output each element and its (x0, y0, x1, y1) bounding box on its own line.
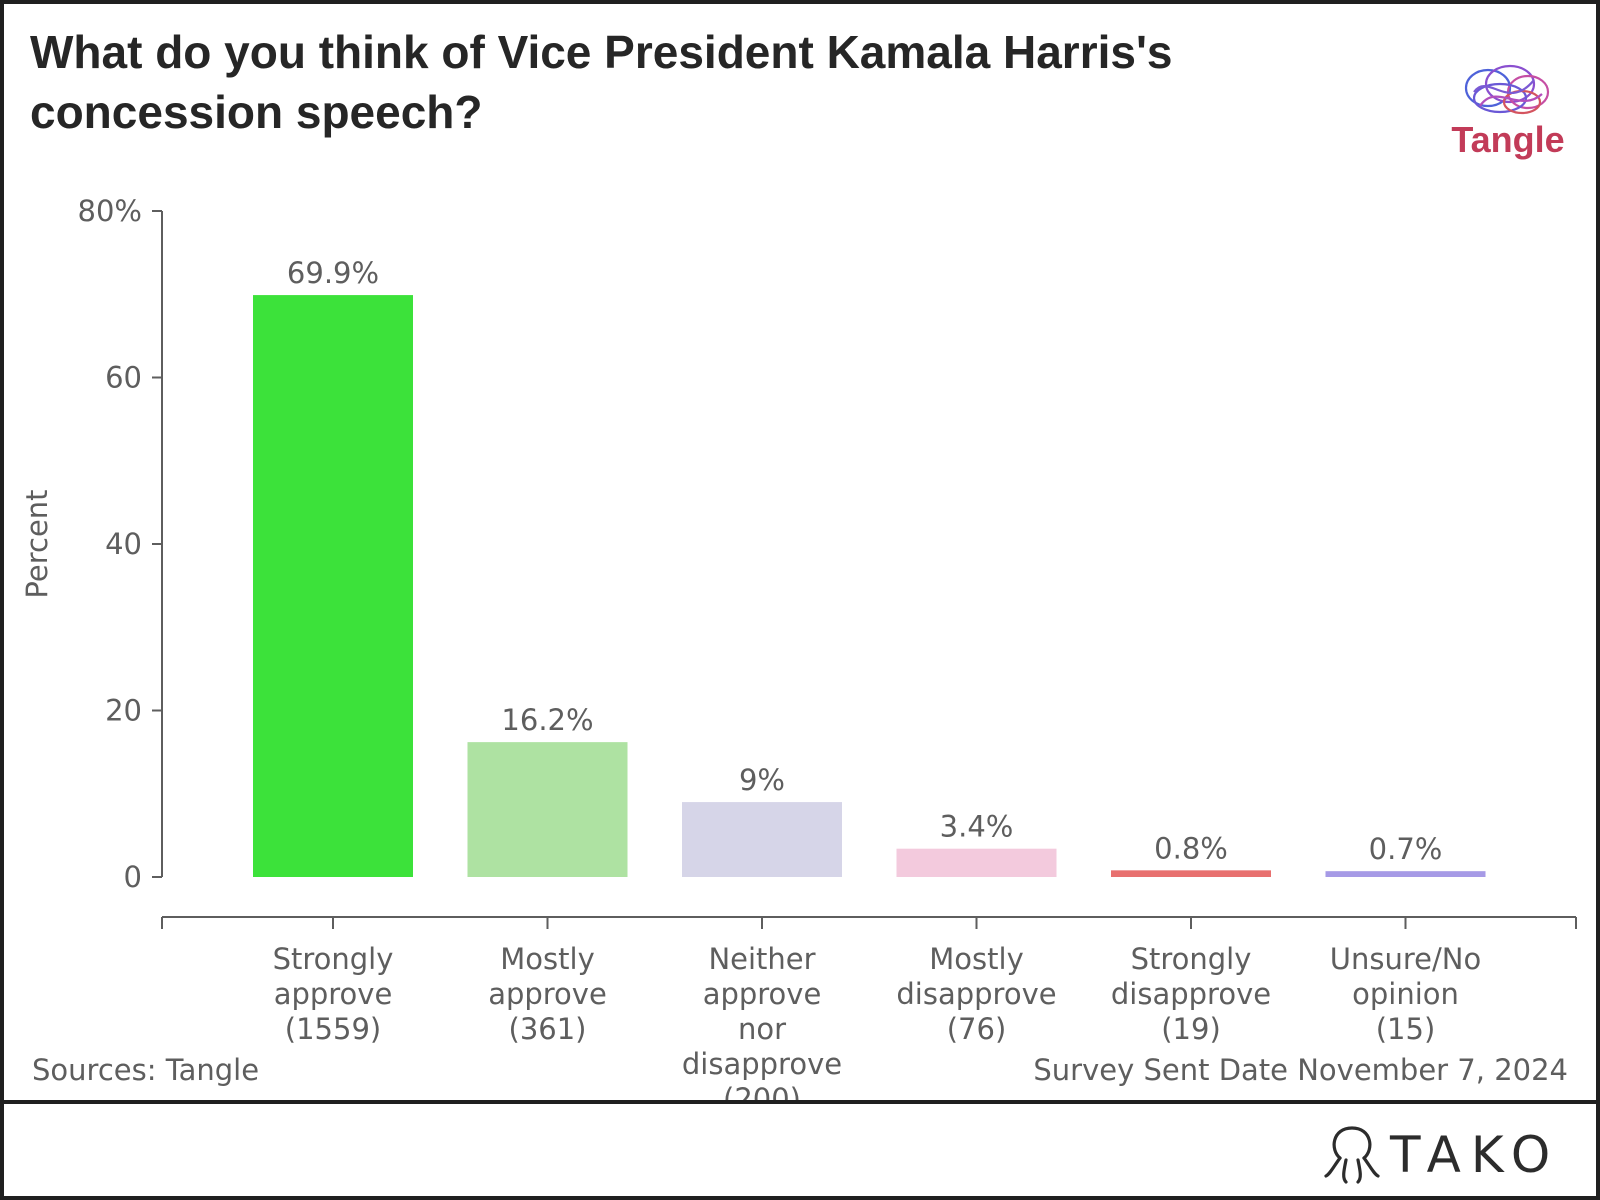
y-tick-label: 80% (78, 194, 142, 228)
bar-value-label: 16.2% (501, 703, 593, 737)
x-tick-label-line: (200) (723, 1082, 801, 1104)
y-tick-label: 60 (105, 361, 142, 395)
x-tick-label-line: disapprove (682, 1047, 842, 1081)
bars-group: 69.9% 16.2% 9% 3.4% 0.8% 0.7% (253, 256, 1486, 877)
bar (896, 848, 1057, 877)
x-tick-label-line: Mostly (500, 942, 594, 976)
x-tick-label-line: (361) (509, 1012, 587, 1046)
y-axis: 0 20 40 60 80% (78, 194, 163, 894)
bar (1325, 871, 1486, 877)
y-tick-label: 40 (105, 527, 142, 561)
x-tick-label-line: Unsure/No (1330, 942, 1481, 976)
octopus-icon (1324, 1126, 1380, 1184)
x-tick-label: Strongly approve (1559) (273, 942, 394, 1046)
x-tick-label-line: approve (488, 977, 607, 1011)
x-tick-label: Mostly approve (361) (488, 942, 607, 1046)
chart-title: What do you think of Vice President Kama… (30, 26, 1173, 138)
x-tick-label: Mostly disapprove (76) (896, 942, 1056, 1046)
x-tick-label-line: (76) (947, 1012, 1007, 1046)
x-tick-label-line: approve (703, 977, 822, 1011)
x-tick-label: Strongly disapprove (19) (1111, 942, 1271, 1046)
bar-value-label: 0.8% (1154, 831, 1228, 865)
x-tick-label-line: opinion (1352, 977, 1459, 1011)
x-tick-label-line: nor (738, 1012, 786, 1046)
x-tick-label-line: approve (274, 977, 393, 1011)
x-tick-label-line: disapprove (896, 977, 1056, 1011)
bar-value-label: 9% (739, 763, 785, 797)
y-axis-label: Percent (20, 489, 54, 598)
x-tick-label-line: Strongly (1131, 942, 1252, 976)
bar-value-label: 0.7% (1369, 832, 1443, 866)
survey-date-note: Survey Sent Date November 7, 2024 (1033, 1053, 1568, 1087)
tangle-logo-text: Tangle (1451, 119, 1564, 160)
x-tick-label: Unsure/No opinion (15) (1330, 942, 1481, 1046)
tako-logo-text: TAKO (1389, 1126, 1560, 1184)
bar-value-label: 3.4% (940, 810, 1014, 844)
tako-logo: TAKO (1324, 1126, 1560, 1184)
bar (253, 295, 413, 877)
source-note: Sources: Tangle (32, 1053, 260, 1087)
x-tick-label-line: disapprove (1111, 977, 1271, 1011)
bar (1111, 870, 1271, 877)
y-tick-label: 0 (124, 860, 142, 894)
x-tick-label: Neither approve nor disapprove (200) (682, 942, 842, 1104)
x-axis: Strongly approve (1559)Mostly approve (361)N… (161, 916, 1577, 1104)
footer-divider (4, 1100, 1600, 1104)
x-tick-label-line: Neither (708, 942, 815, 976)
bar (682, 802, 842, 877)
x-tick-label-line: (1559) (285, 1012, 381, 1046)
tangle-logo: Tangle (1451, 64, 1565, 160)
x-tick-label-line: (15) (1376, 1012, 1436, 1046)
bar-value-label: 69.9% (287, 256, 379, 290)
x-tick-label-line: Mostly (929, 942, 1023, 976)
x-tick-label-line: (19) (1161, 1012, 1221, 1046)
x-tick-label-line: Strongly (273, 942, 394, 976)
bar (467, 742, 628, 877)
y-tick-label: 20 (105, 694, 142, 728)
